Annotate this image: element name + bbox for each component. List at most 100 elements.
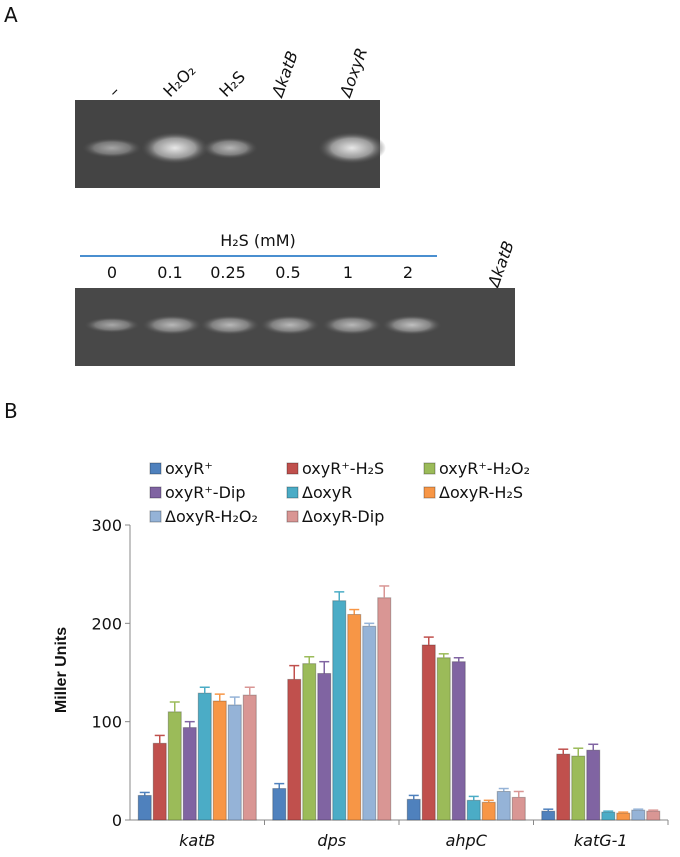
legend-swatch [149,486,162,499]
bar [646,810,661,821]
error-bar [513,790,524,798]
error-bar [319,660,330,674]
error-bar [304,656,315,664]
legend-label: ΔoxyR-Dip [302,507,384,526]
bar [571,755,586,821]
legend-swatch [423,486,436,499]
lane-label: 2 [403,263,413,282]
error-bar [483,799,494,803]
bar [362,625,377,821]
bar [182,727,197,821]
bar [541,810,556,821]
gel-title: H₂S (mM) [220,231,296,250]
legend-label: oxyR⁺-Dip [165,483,246,502]
bar [242,694,257,821]
bar [451,661,466,821]
bar [616,812,631,821]
error-bar [274,782,285,789]
legend-swatch [286,486,299,499]
error-bar [184,720,195,728]
error-bar [199,686,210,694]
error-bar [438,653,449,658]
lane-label: – [104,82,123,101]
error-bar [468,795,479,801]
bar [496,790,511,821]
bar [481,801,496,821]
legend-label: ΔoxyR-H₂S [439,483,523,502]
x-tick-label: ahpC [446,831,488,850]
lane-label: H₂O₂ [159,61,199,101]
lane-label: H₂S [215,67,249,101]
bar [167,711,182,821]
lane-label: 0 [107,263,117,282]
bar [436,657,451,821]
error-bar [573,747,584,757]
error-bar [379,585,390,598]
legend-label: oxyR⁺-H₂S [302,459,384,478]
bar [347,613,362,821]
panel-label: B [4,399,18,423]
legend-label: ΔoxyR-H₂O₂ [165,507,258,526]
x-tick-label: katG-1 [574,831,628,850]
legend-swatch [286,462,299,475]
legend-swatch [149,510,162,523]
bar [227,704,242,821]
legend-swatch [423,462,436,475]
error-bar [648,809,659,812]
error-bar [334,591,345,601]
x-tick-label: dps [317,831,346,850]
bar [212,700,227,821]
lane-label: 1 [343,263,353,282]
legend-swatch [149,462,162,475]
bar [332,600,347,821]
y-tick-label: 0 [112,811,122,830]
bar [601,811,616,821]
x-tick-label: katB [179,831,215,850]
lane-label: ΔkatB [267,48,302,101]
bar [511,796,526,821]
error-bar [229,696,240,705]
y-tick-label: 300 [91,516,122,535]
lane-label: 0.5 [275,263,300,282]
bar [317,672,332,821]
error-bar [558,748,569,755]
error-bar [154,734,165,744]
bar [272,788,287,821]
panel-label: A [4,3,18,27]
error-bar [408,794,419,800]
legend-label: oxyR⁺ [165,459,213,478]
bar [631,809,646,821]
gel-bands [82,132,386,164]
lane-label: 0.1 [157,263,182,282]
lane-label: ΔoxyR [335,45,371,101]
gel-bands [84,315,442,335]
error-bar [618,811,629,814]
error-bar [453,657,464,662]
bar [556,753,571,821]
y-axis-label: Miller Units [53,627,70,713]
error-bar [139,791,150,796]
lane-label: 0.25 [210,263,246,282]
legend-swatch [286,510,299,523]
y-tick-label: 200 [91,614,122,633]
bar [586,749,601,821]
error-bar [588,743,599,751]
error-bar [423,636,434,645]
error-bar [169,701,180,712]
error-bar [633,808,644,811]
error-bar [603,810,614,813]
lane-label: ΔkatB [483,238,518,291]
error-bar [543,808,554,812]
error-bar [349,608,360,615]
bar [406,798,421,821]
bar [466,799,481,821]
bar [197,692,212,821]
error-bar [364,622,375,627]
legend-label: oxyR⁺-H₂O₂ [439,459,530,478]
legend-label: ΔoxyR [302,483,352,502]
bar [421,644,436,821]
bar [152,742,167,821]
bar [287,678,302,821]
error-bar [289,664,300,680]
